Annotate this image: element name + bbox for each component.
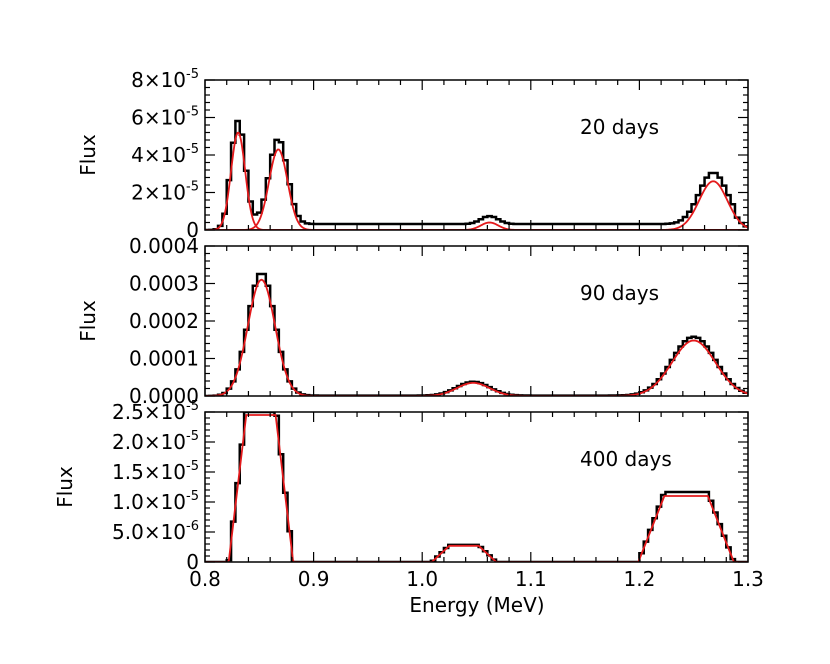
y-axis-label: Flux [76,300,100,342]
x-tick-label: 0.8 [189,567,221,591]
y-tick-label: 0 [186,550,199,574]
y-tick-label: 4×10-5 [131,142,199,167]
plot-frame [204,411,749,563]
y-tick-label: 5.0×10-6 [112,519,199,544]
x-tick-label: 0.9 [298,567,330,591]
y-tick-label: 0.0004 [129,234,199,258]
y-axis-label: Flux [76,134,100,176]
spectrum-histogram [205,272,748,396]
fit-curve [205,414,748,562]
y-tick-label: 0.0003 [129,272,199,296]
panel-annotation: 90 days [580,281,659,305]
y-tick-label: 0 [186,218,199,242]
x-tick-label: 1.3 [732,567,764,591]
y-tick-label: 0.0001 [129,347,199,371]
spectrum-histogram [205,119,748,230]
panel-3: 0 5.0×10-6 1.0×10-5 1.5×10-5 2.0×10-5 2.5×10-… [53,399,749,574]
panel-1: 0 2×10-5 4×10-5 6×10-5 8×10-5 Flux 20 days [76,67,749,242]
y-tick-label: 6×10-5 [131,105,199,130]
x-tick-label: 1.2 [623,567,655,591]
y-tick-label: 0.0000 [129,384,199,408]
x-axis-label: Energy (MeV) [409,593,544,617]
plot-frame [204,79,749,231]
plot-area [205,119,748,230]
fit-line-3 [205,221,748,230]
y-tick-label: 1.5×10-5 [112,459,199,484]
y-tick-label: 2×10-5 [131,180,199,205]
panel-2: 0.0000 0.0001 0.0002 0.0003 0.0004 Flux 90 day… [76,234,749,408]
plot-area [205,272,748,396]
plot-area [205,412,748,562]
panels: 0 2×10-5 4×10-5 6×10-5 8×10-5 Flux 20 days 0.00… [53,67,749,574]
y-tick-label: 2.5×10-5 [112,399,199,424]
y-tick-label: 8×10-5 [131,67,199,92]
y-tick-label: 1.0×10-5 [112,489,199,514]
y-tick-label: 2.0×10-5 [112,429,199,454]
y-axis-label: Flux [53,466,77,508]
fit-line-2 [205,148,748,230]
y-tick-label: 0.0002 [129,309,199,333]
x-tick-label: 1.1 [515,567,547,591]
spectrum-histogram [205,412,748,562]
x-tick-label: 1.0 [406,567,438,591]
panel-annotation: 400 days [580,447,672,471]
x-axis: 0.8 0.9 1.0 1.1 1.2 1.3 [189,567,764,591]
panel-annotation: 20 days [580,115,659,139]
fit-curve [205,278,748,396]
